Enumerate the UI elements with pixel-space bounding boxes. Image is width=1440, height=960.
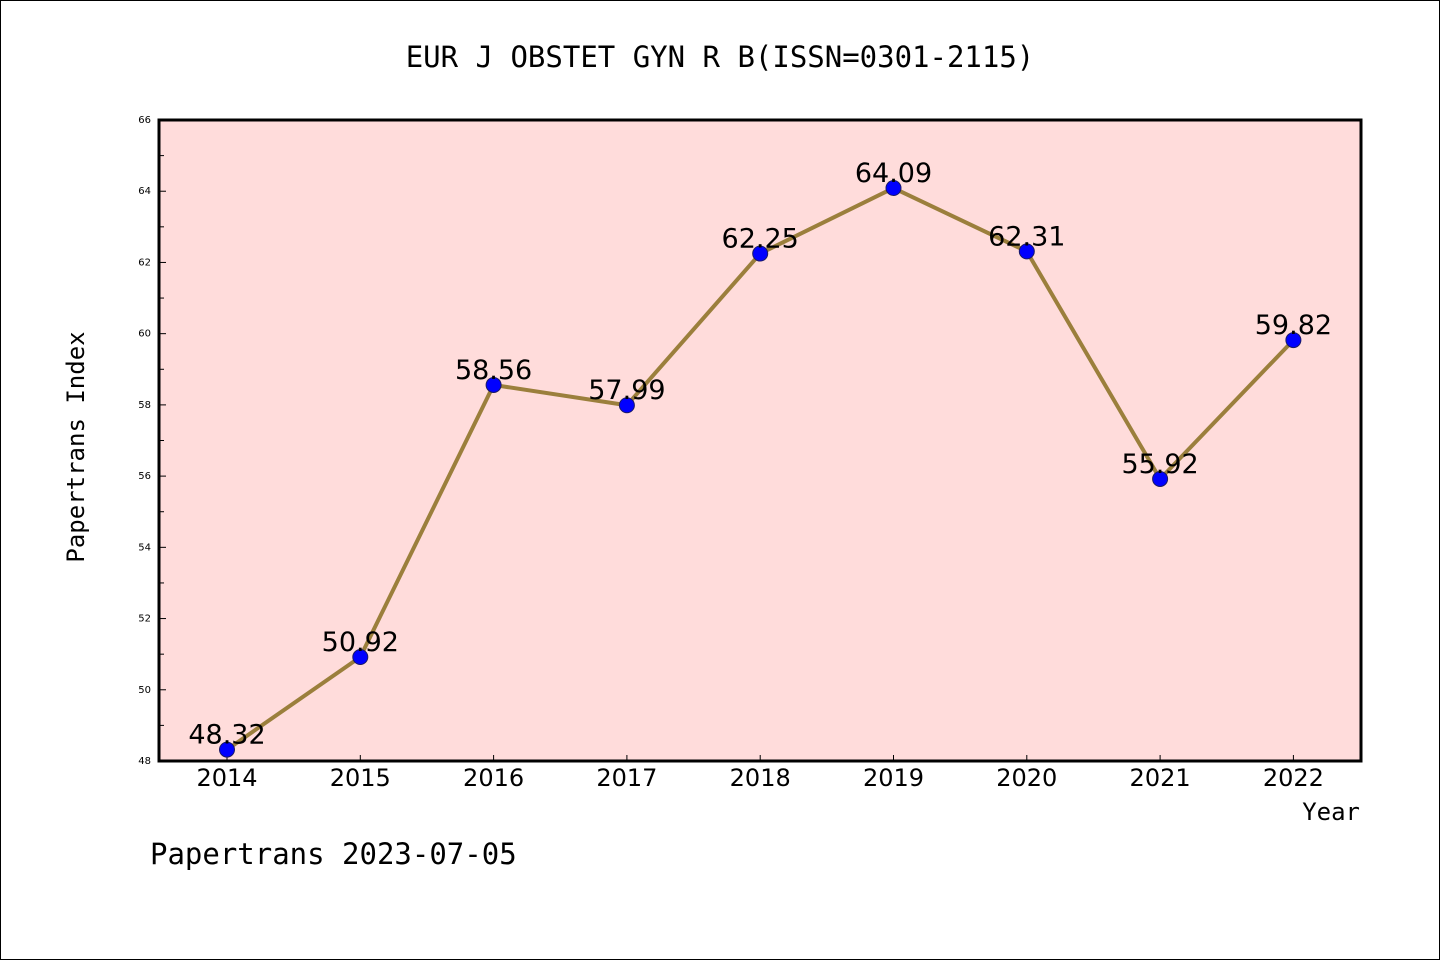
data-label: 62.31	[988, 221, 1065, 252]
data-label: 62.25	[722, 224, 799, 255]
x-tick-label: 2020	[996, 764, 1057, 792]
x-tick-label: 2018	[730, 764, 791, 792]
y-tick-label: 60	[138, 329, 151, 340]
x-tick-label: 2021	[1130, 764, 1191, 792]
data-point	[885, 180, 902, 197]
y-tick-label: 56	[138, 471, 151, 482]
y-tick-label: 50	[138, 685, 151, 696]
y-tick-label: 52	[138, 614, 151, 625]
data-labels: 48.32 50.92 58.56 57.99 62.25 64.09 62.31 55.92…	[188, 158, 1332, 751]
data-label: 57.99	[588, 375, 665, 406]
data-label: 58.56	[455, 355, 532, 386]
x-tick-label: 2017	[596, 764, 657, 792]
y-tick-label: 66	[138, 115, 151, 126]
data-label: 59.82	[1255, 310, 1332, 341]
plot-area	[157, 118, 1363, 763]
data-point	[1152, 470, 1169, 487]
data-point	[1018, 243, 1035, 260]
x-axis: 2014 2015 2016 2017 2018 2019 2020 2021 2022	[196, 755, 1324, 792]
y-tick-label: 58	[138, 400, 151, 411]
footer-text: Papertrans 2023-07-05	[150, 837, 517, 871]
data-label: 50.92	[322, 627, 399, 658]
data-point	[1285, 332, 1302, 349]
x-tick-label: 2022	[1263, 764, 1324, 792]
y-axis: 48 50 52 54 56 58 60 62 64 66	[138, 115, 166, 767]
x-tick-label: 2016	[463, 764, 524, 792]
data-label: 64.09	[855, 158, 932, 189]
x-tick-label: 2014	[196, 764, 257, 792]
data-point	[618, 397, 635, 414]
data-point	[219, 741, 235, 758]
x-tick-label: 2015	[330, 764, 391, 792]
y-tick-label: 54	[138, 542, 151, 553]
data-point	[352, 649, 369, 666]
x-axis-label: Year	[1302, 798, 1360, 826]
data-label: 48.32	[188, 720, 265, 751]
y-tick-label: 48	[138, 756, 151, 767]
chart-title: EUR J OBSTET GYN R B(ISSN=0301-2115)	[406, 40, 1035, 74]
y-axis-label: Papertrans Index	[62, 331, 90, 562]
x-tick-label: 2019	[863, 764, 924, 792]
y-tick-label: 64	[138, 186, 151, 197]
y-tick-label: 62	[138, 257, 151, 268]
data-point	[485, 376, 502, 393]
data-point	[752, 245, 769, 262]
data-points	[219, 180, 1302, 758]
data-label: 55.92	[1121, 449, 1198, 480]
